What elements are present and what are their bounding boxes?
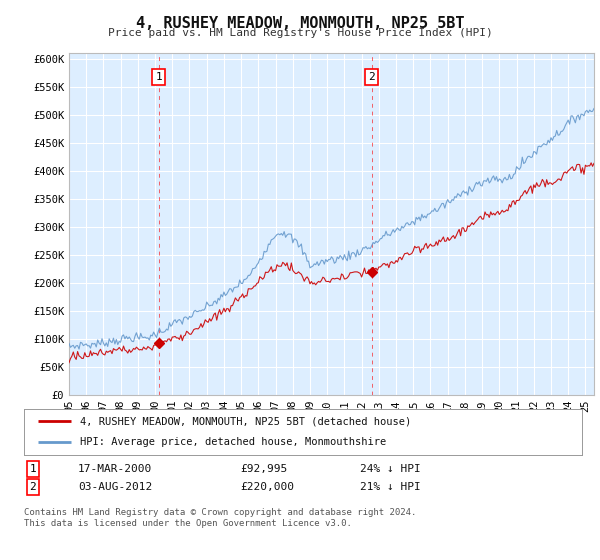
Text: 1: 1: [29, 464, 37, 474]
Text: 03-AUG-2012: 03-AUG-2012: [78, 482, 152, 492]
Text: 1: 1: [155, 72, 162, 82]
Text: 4, RUSHEY MEADOW, MONMOUTH, NP25 5BT (detached house): 4, RUSHEY MEADOW, MONMOUTH, NP25 5BT (de…: [80, 416, 411, 426]
Text: HPI: Average price, detached house, Monmouthshire: HPI: Average price, detached house, Monm…: [80, 437, 386, 447]
Text: 24% ↓ HPI: 24% ↓ HPI: [360, 464, 421, 474]
Text: Price paid vs. HM Land Registry's House Price Index (HPI): Price paid vs. HM Land Registry's House …: [107, 28, 493, 38]
Text: £220,000: £220,000: [240, 482, 294, 492]
Text: 17-MAR-2000: 17-MAR-2000: [78, 464, 152, 474]
Text: 21% ↓ HPI: 21% ↓ HPI: [360, 482, 421, 492]
Text: 2: 2: [29, 482, 37, 492]
Text: Contains HM Land Registry data © Crown copyright and database right 2024.
This d: Contains HM Land Registry data © Crown c…: [24, 508, 416, 528]
Text: £92,995: £92,995: [240, 464, 287, 474]
Text: 4, RUSHEY MEADOW, MONMOUTH, NP25 5BT: 4, RUSHEY MEADOW, MONMOUTH, NP25 5BT: [136, 16, 464, 31]
Text: 2: 2: [368, 72, 375, 82]
